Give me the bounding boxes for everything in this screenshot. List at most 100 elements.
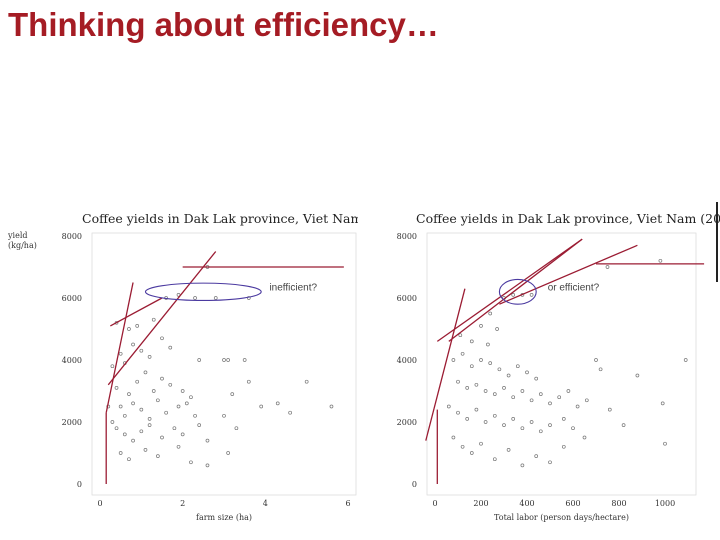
data-point — [534, 454, 539, 458]
data-point — [164, 410, 168, 415]
data-point — [460, 351, 465, 356]
data-point — [168, 382, 173, 387]
data-point — [122, 432, 127, 437]
y-tick-label: 2000 — [397, 418, 417, 427]
data-point — [525, 370, 529, 375]
x-tick-label: 6 — [345, 499, 350, 508]
data-point — [110, 420, 115, 424]
data-point — [189, 460, 193, 465]
data-point — [118, 404, 123, 409]
frontier-line — [448, 238, 583, 342]
slide-edge-rule — [716, 202, 718, 282]
data-point — [594, 358, 598, 362]
data-point — [135, 379, 140, 384]
data-point — [446, 404, 451, 409]
data-point — [226, 358, 230, 362]
y-tick-label: 0 — [412, 480, 417, 489]
data-point — [131, 401, 135, 406]
data-point — [456, 379, 460, 384]
data-point — [479, 324, 483, 328]
y-tick-label: 6000 — [62, 294, 82, 303]
data-point — [502, 386, 506, 390]
data-point — [139, 429, 144, 434]
data-point — [520, 463, 525, 468]
data-point — [460, 444, 465, 449]
x-tick-label: 1000 — [655, 499, 675, 508]
data-point — [114, 386, 119, 390]
annotation-ellipse — [498, 278, 537, 305]
data-point — [110, 364, 115, 369]
data-point — [156, 454, 160, 458]
data-point — [259, 404, 264, 409]
data-point — [189, 395, 193, 400]
chart-total-labor-svg: Coffee yields in Dak Lak province, Viet … — [397, 211, 720, 522]
chart-farm-size-svg: Coffee yields in Dak Lak province, Viet … — [7, 211, 358, 522]
data-point — [176, 444, 181, 449]
y-tick-label: 6000 — [397, 294, 417, 303]
data-point — [557, 395, 562, 400]
data-point — [143, 448, 148, 452]
data-point — [222, 413, 226, 418]
data-point — [451, 358, 456, 362]
data-point — [529, 420, 534, 424]
annotation-label: or efficient? — [548, 282, 600, 293]
data-point — [180, 389, 185, 393]
data-point — [127, 392, 131, 396]
data-point — [575, 404, 580, 409]
frontier-line — [425, 288, 466, 441]
data-point — [226, 451, 230, 455]
data-point — [213, 296, 218, 300]
data-point — [502, 423, 506, 427]
data-point — [160, 376, 164, 381]
data-point — [529, 398, 534, 403]
y-axis-label: yield — [7, 231, 28, 240]
annotation-label: inefficient? — [269, 282, 317, 293]
data-point — [246, 379, 251, 384]
x-tick-label: 600 — [565, 499, 580, 508]
data-point — [456, 410, 460, 415]
data-point — [197, 358, 202, 362]
slide-title: Thinking about efficiency… — [8, 6, 439, 43]
data-point — [118, 451, 123, 455]
data-point — [582, 435, 587, 440]
data-point — [127, 327, 131, 331]
data-point — [275, 401, 280, 406]
data-point — [658, 258, 663, 263]
frontier-line — [107, 251, 217, 386]
y-tick-label: 0 — [77, 480, 82, 489]
data-point — [492, 413, 497, 418]
data-point — [147, 423, 152, 427]
x-tick-label: 400 — [519, 499, 534, 508]
data-point — [561, 444, 566, 449]
data-point — [114, 426, 119, 431]
y-tick-label: 4000 — [62, 356, 82, 365]
chart-title: Coffee yields in Dak Lak province, Viet … — [416, 211, 720, 226]
y-axis-label: (kg/ha) — [8, 241, 37, 250]
data-point — [598, 367, 603, 372]
data-point — [222, 358, 226, 362]
data-point — [465, 386, 470, 390]
frontier-line — [110, 297, 163, 327]
data-point — [465, 417, 470, 421]
data-point — [304, 379, 309, 384]
data-point — [176, 404, 181, 409]
plot-frame — [426, 232, 697, 496]
data-point — [139, 407, 144, 412]
data-point — [520, 426, 525, 431]
data-point — [469, 364, 474, 369]
data-point — [492, 392, 497, 396]
data-point — [660, 401, 665, 406]
data-point — [122, 413, 127, 418]
frontier-line — [436, 238, 583, 342]
data-point — [492, 457, 497, 462]
data-point — [561, 417, 566, 421]
y-tick-label: 4000 — [397, 356, 417, 365]
data-point — [538, 429, 543, 434]
data-point — [488, 361, 493, 365]
data-point — [483, 389, 488, 393]
chart-farm-size: Coffee yields in Dak Lak province, Viet … — [0, 200, 358, 540]
data-point — [515, 364, 520, 369]
data-point — [451, 435, 456, 440]
y-tick-label: 8000 — [397, 232, 417, 241]
data-point — [469, 451, 474, 455]
